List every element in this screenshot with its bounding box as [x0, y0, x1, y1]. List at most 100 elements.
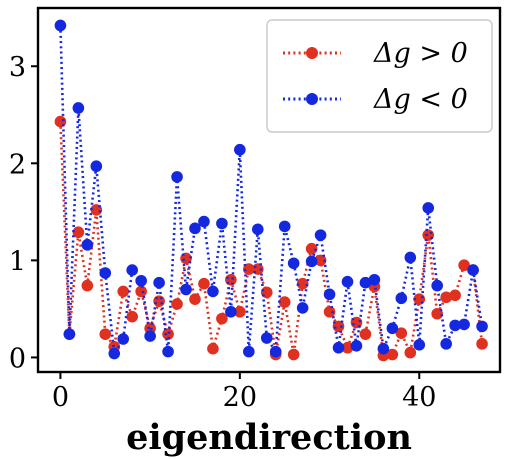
data-point [171, 171, 183, 183]
legend-marker [306, 47, 318, 59]
data-point [225, 306, 237, 318]
legend: Δg > 0 Δg < 0 [266, 19, 493, 133]
data-point [81, 279, 94, 292]
data-point [458, 318, 470, 331]
data-point [314, 254, 327, 267]
data-point [314, 229, 327, 241]
data-point [90, 160, 103, 173]
data-point [368, 273, 381, 286]
data-point [153, 276, 165, 289]
series-line [59, 25, 484, 358]
data-point [287, 257, 300, 270]
data-point [440, 338, 452, 350]
data-point [422, 202, 435, 214]
data-point [243, 263, 255, 275]
data-point [234, 306, 246, 318]
data-point [260, 286, 273, 299]
data-point [135, 274, 147, 287]
series-line [59, 121, 484, 357]
plot-frame [36, 6, 502, 374]
data-point [171, 298, 183, 310]
data-point [422, 229, 435, 241]
data-point [117, 285, 130, 298]
legend-label: Δg < 0 [373, 84, 468, 115]
legend-item: Δg < 0 [283, 84, 468, 115]
data-point [198, 215, 210, 228]
data-point [207, 285, 219, 298]
data-point [395, 292, 408, 305]
data-point [323, 306, 336, 318]
data-point [243, 345, 255, 358]
data-point [449, 289, 461, 302]
data-point [296, 277, 309, 290]
data-point [99, 328, 112, 340]
data-point [305, 255, 318, 268]
data-point [467, 264, 479, 276]
legend-label: Δg > 0 [373, 38, 468, 69]
data-point [117, 333, 130, 345]
data-point [260, 332, 273, 344]
data-point [135, 285, 147, 298]
data-point [278, 296, 291, 308]
data-point [287, 348, 300, 361]
data-point [332, 320, 345, 333]
data-point [458, 259, 470, 272]
data-point [72, 226, 85, 239]
data-point [440, 291, 452, 304]
data-point [395, 327, 408, 339]
series-1 [54, 115, 488, 362]
data-point [207, 342, 219, 355]
data-point [404, 346, 417, 359]
data-point [377, 342, 390, 355]
data-point [386, 348, 399, 361]
series-2 [54, 19, 488, 360]
data-point [198, 277, 210, 290]
legend-box [266, 19, 493, 133]
data-point [251, 223, 264, 236]
y-tick-label: 0 [9, 343, 26, 374]
data-point [431, 279, 444, 292]
data-point [359, 276, 372, 289]
data-point [278, 220, 291, 233]
data-point [359, 328, 372, 340]
data-point [341, 275, 354, 288]
data-point [153, 295, 165, 307]
data-point [413, 339, 426, 351]
data-point [180, 283, 192, 296]
data-point [81, 239, 94, 251]
data-point [216, 312, 228, 325]
data-point [404, 251, 417, 264]
data-point [323, 288, 336, 301]
data-point [386, 322, 399, 335]
data-point [305, 242, 318, 255]
y-tick-label: 3 [9, 52, 26, 83]
data-point [234, 143, 246, 156]
x-tick-label: 20 [223, 382, 257, 413]
x-tick-label: 40 [402, 382, 436, 413]
data-point [296, 302, 309, 314]
data-point [341, 341, 354, 354]
data-point [476, 320, 488, 333]
x-tick-label: 0 [52, 382, 69, 413]
y-tick-label: 1 [9, 246, 26, 277]
data-point [162, 345, 174, 358]
series-layer [54, 19, 488, 362]
data-point [72, 102, 85, 114]
data-point [332, 341, 345, 354]
data-point [54, 19, 67, 32]
data-point [63, 328, 76, 340]
legend-item: Δg > 0 [283, 38, 468, 69]
data-point [126, 310, 138, 323]
data-point [99, 267, 112, 279]
data-point [108, 347, 121, 360]
legend-marker [306, 93, 318, 105]
data-point [476, 338, 488, 350]
data-point [189, 293, 201, 306]
data-point [216, 217, 228, 230]
data-point [269, 345, 282, 358]
data-point [162, 328, 174, 340]
y-tick-label: 2 [9, 149, 26, 180]
x-axis-title: eigendirection [126, 417, 412, 458]
data-point [350, 339, 363, 352]
